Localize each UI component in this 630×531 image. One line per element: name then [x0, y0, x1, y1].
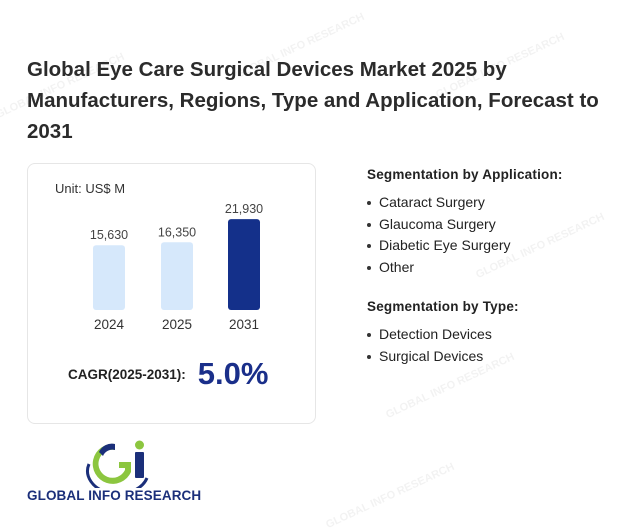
data-label-2031: 21,930 — [225, 202, 263, 216]
chart-card: Unit: US$ M 15,630 2024 16,350 2025 21,930 20… — [27, 163, 316, 424]
bar-chart: 15,630 2024 16,350 2025 21,930 2031 — [90, 202, 263, 332]
segmentation-type-title: Segmentation by Type: — [367, 299, 519, 314]
unit-label: Unit: US$ M — [55, 181, 126, 196]
list-item: Surgical Devices — [367, 346, 519, 368]
watermark: GLOBAL INFO RESEARCH — [324, 460, 457, 531]
bar-2031 — [228, 219, 260, 310]
segmentation-application-title: Segmentation by Application: — [367, 167, 563, 182]
logo-mark-icon — [86, 440, 149, 496]
list-item: Glaucoma Surgery — [367, 214, 563, 236]
list-item: Detection Devices — [367, 324, 519, 346]
tick-label-2025: 2025 — [162, 317, 192, 332]
page-title: Global Eye Care Surgical Devices Market … — [27, 58, 599, 143]
list-item: Diabetic Eye Surgery — [367, 235, 563, 257]
list-item: Cataract Surgery — [367, 192, 563, 214]
bar-2024 — [93, 245, 125, 310]
segmentation-type: Segmentation by Type: Detection Devices … — [367, 299, 519, 367]
data-label-2024: 15,630 — [90, 228, 128, 242]
tick-label-2024: 2024 — [94, 317, 125, 332]
logo-text: GLOBAL INFO RESEARCH — [27, 488, 202, 503]
tick-label-2031: 2031 — [229, 317, 259, 332]
segmentation-application: Segmentation by Application: Cataract Su… — [367, 167, 563, 278]
bar-2025 — [161, 242, 193, 310]
cagr-value: 5.0% — [197, 356, 269, 391]
cagr-label: CAGR(2025-2031): — [68, 366, 186, 382]
list-item: Other — [367, 257, 563, 279]
cagr: CAGR(2025-2031): 5.0% — [68, 354, 268, 394]
logo: GLOBAL INFO RESEARCH — [27, 438, 217, 508]
data-label-2025: 16,350 — [158, 225, 196, 239]
